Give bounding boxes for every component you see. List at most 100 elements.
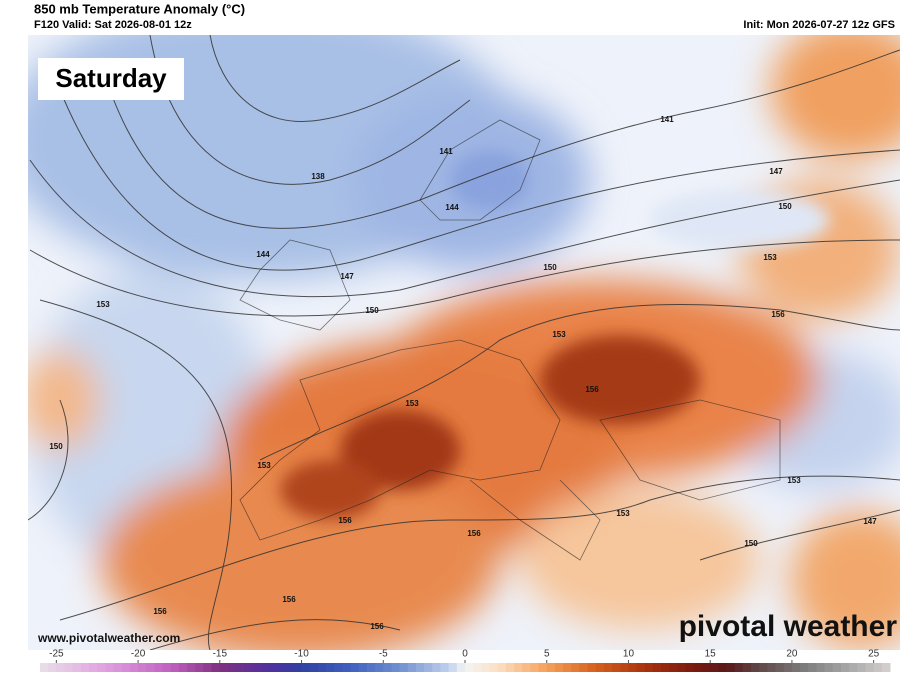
colorbar-cell	[505, 663, 515, 672]
colorbar-cell	[767, 663, 777, 672]
colorbar-cell	[277, 663, 286, 672]
colorbar-cell	[72, 663, 82, 672]
colorbar-cell	[840, 663, 850, 672]
colorbar-cell	[252, 663, 262, 672]
colorbar-tick-label: -5	[379, 649, 388, 660]
colorbar-cell	[244, 663, 253, 672]
colorbar-cell	[187, 663, 196, 672]
colorbar-cell	[685, 663, 695, 672]
contour-label: 156	[771, 310, 785, 319]
colorbar-tick-label: 15	[705, 649, 717, 660]
colorbar-cell	[97, 663, 106, 672]
colorbar-tick-label: -15	[213, 649, 228, 660]
colorbar-cell	[399, 663, 409, 672]
colorbar-cell	[726, 663, 736, 672]
colorbar-cell	[669, 663, 678, 672]
colorbar-cell	[563, 663, 572, 672]
colorbar-cell	[48, 663, 57, 672]
colorbar-cell	[881, 663, 891, 672]
colorbar-cell	[816, 663, 826, 672]
colorbar-cell	[56, 663, 66, 672]
colorbar-cell	[489, 663, 499, 672]
colorbar-cell	[170, 663, 180, 672]
colorbar-cell	[89, 663, 98, 672]
colorbar-cell	[497, 663, 507, 672]
colorbar-cell	[138, 663, 147, 672]
colorbar-cell	[873, 663, 883, 672]
colorbar-cell	[718, 663, 728, 672]
colorbar-cell	[80, 663, 90, 672]
colorbar-cell	[775, 663, 785, 672]
colorbar-cell	[530, 663, 540, 672]
colorbar-cell	[636, 663, 646, 672]
colorbar-tick-label: -10	[294, 649, 309, 660]
colorbar-cell	[334, 663, 343, 672]
colorbar-tick-label: 10	[623, 649, 635, 660]
colorbar-cell	[620, 663, 629, 672]
colorbar-cell	[522, 663, 531, 672]
colorbar-cell	[154, 663, 164, 672]
colorbar-cell	[628, 663, 638, 672]
contour-label: 144	[256, 250, 270, 259]
colorbar-cell	[554, 663, 564, 672]
colorbar-cell	[317, 663, 327, 672]
colorbar-cell	[603, 663, 613, 672]
colorbar-cell	[424, 663, 433, 672]
colorbar-cell	[129, 663, 139, 672]
colorbar-cell	[661, 663, 670, 672]
colorbar-cell	[693, 663, 703, 672]
colorbar-cell	[808, 663, 817, 672]
contour-label: 153	[257, 461, 271, 470]
contour-label: 141	[660, 115, 674, 124]
colorbar-cell	[105, 663, 115, 672]
contour-label: 147	[340, 272, 354, 281]
colorbar-cell	[40, 663, 49, 672]
colorbar-cell	[849, 663, 858, 672]
colorbar-cell	[407, 663, 417, 672]
colorbar-cell	[546, 663, 556, 672]
colorbar-cell	[832, 663, 842, 672]
colorbar-cell	[791, 663, 801, 672]
colorbar-cell	[481, 663, 491, 672]
colorbar-cell	[677, 663, 687, 672]
colorbar-cell	[383, 663, 392, 672]
colorbar-cell	[440, 663, 450, 672]
contour-label: 150	[744, 539, 758, 548]
colorbar-cell	[366, 663, 376, 672]
colorbar-tick-label: 0	[462, 649, 468, 660]
colorbar-cell	[579, 663, 589, 672]
day-box	[38, 58, 184, 100]
colorbar-cell	[595, 663, 605, 672]
contour-label: 153	[763, 253, 777, 262]
contour-label: 150	[778, 202, 792, 211]
contour-label: 144	[445, 203, 459, 212]
colorbar-cell	[865, 663, 875, 672]
colorbar-cell	[203, 663, 213, 672]
colorbar-cell	[514, 663, 523, 672]
contour-label: 153	[405, 399, 419, 408]
colorbar-cell	[857, 663, 866, 672]
colorbar-cell	[571, 663, 580, 672]
contour-label: 150	[49, 442, 63, 451]
colorbar-cell	[268, 663, 278, 672]
colorbar-cell	[236, 663, 245, 672]
colorbar-cell	[742, 663, 752, 672]
contour-label: 138	[311, 172, 325, 181]
colorbar: -25 -20 -15 -10 -5 0 5 10 15 20 25	[40, 649, 891, 672]
colorbar-cell	[211, 663, 221, 672]
colorbar-cell	[538, 663, 548, 672]
colorbar-cell	[64, 663, 74, 672]
day-label: Saturday	[55, 63, 167, 93]
colorbar-cell	[465, 663, 474, 672]
colorbar-cell	[759, 663, 768, 672]
colorbar-cell	[448, 663, 458, 672]
colorbar-cell	[162, 663, 172, 672]
contour-label: 153	[616, 509, 630, 518]
colorbar-cell	[432, 663, 441, 672]
contour-label: 156	[153, 607, 167, 616]
colorbar-cell	[702, 663, 711, 672]
colorbar-cell	[326, 663, 335, 672]
colorbar-cell	[293, 663, 303, 672]
colorbar-cell	[824, 663, 834, 672]
